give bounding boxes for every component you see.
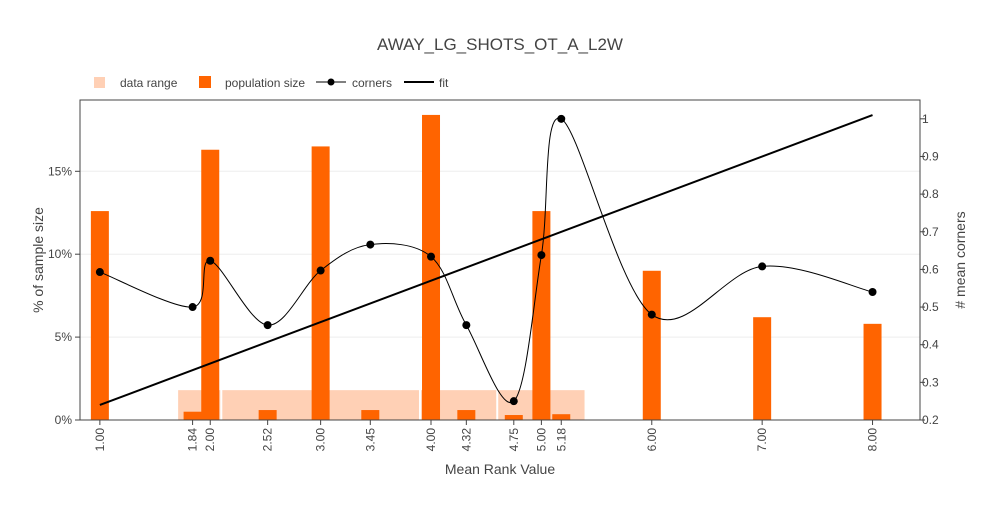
y2-axis-title: # mean corners [952, 211, 968, 308]
population-bar [201, 149, 220, 420]
corners-point [206, 256, 215, 265]
y2-tick-label: 0.4 [922, 338, 939, 352]
x-tick-label: 4.75 [507, 428, 521, 452]
corners-point [188, 303, 197, 312]
corners-point [366, 240, 375, 249]
x-tick-label: 7.00 [755, 428, 769, 452]
corners-point [462, 321, 471, 330]
corners-point [427, 252, 436, 261]
corners-point [263, 321, 272, 330]
population-bar [422, 114, 441, 421]
legend: data range population size corners fit [94, 76, 449, 90]
x-tick-label: 1.84 [186, 428, 200, 452]
population-bar [552, 414, 571, 420]
population-bar [183, 411, 202, 420]
legend-data-range-label: data range [120, 76, 178, 90]
population-bar [532, 211, 551, 420]
x-tick-label: 5.00 [534, 428, 548, 452]
x-tick-label: 3.00 [314, 428, 328, 452]
y-tick-label: 15% [48, 164, 72, 178]
population-bar [361, 410, 380, 420]
y2-tick-label: 0.5 [922, 300, 939, 314]
y2-tick-label: 0.3 [922, 375, 939, 389]
x-axis-title: Mean Rank Value [445, 461, 555, 477]
fit-line [99, 114, 873, 406]
plot-frame [79, 99, 921, 421]
legend-population-size-label: population size [225, 76, 305, 90]
y2-tick-label: 0.7 [922, 225, 939, 239]
population-bar [642, 270, 661, 420]
x-tick-label: 2.52 [261, 428, 275, 452]
x-tick-label: 3.45 [363, 428, 377, 452]
y-axis-title: % of sample size [30, 207, 46, 313]
x-tick-label: 5.18 [554, 428, 568, 452]
x-tick-label: 2.00 [203, 428, 217, 452]
legend-corners-marker [327, 78, 335, 86]
x-tick-label: 8.00 [866, 428, 880, 452]
y2-tick-label: 0.8 [922, 187, 939, 201]
legend-population-size-swatch [199, 76, 211, 88]
corners-point [647, 310, 656, 319]
x-tick-label: 6.00 [645, 428, 659, 452]
corners-point [95, 268, 104, 277]
corners-point [509, 397, 518, 406]
legend-data-range-swatch [94, 77, 105, 88]
y2-tick-label: 0.9 [922, 149, 939, 163]
x-tick-label: 4.00 [424, 428, 438, 452]
chart-title: AWAY_LG_SHOTS_OT_A_L2W [377, 35, 623, 54]
y2-tick-label: 1 [922, 112, 929, 126]
corners-point [868, 288, 877, 296]
population-bar [457, 410, 476, 420]
population-bar [504, 415, 523, 420]
corners-point [758, 262, 767, 271]
population-bar [311, 146, 330, 420]
population-bar [753, 317, 772, 420]
population-bar [90, 211, 109, 420]
population-bar [863, 323, 882, 420]
x-tick-label: 4.32 [459, 428, 473, 452]
y-tick-label: 0% [55, 413, 73, 427]
legend-corners-label: corners [352, 76, 392, 90]
y-tick-label: 5% [55, 330, 73, 344]
y2-tick-label: 0.2 [922, 413, 939, 427]
population-bar [258, 410, 277, 420]
legend-fit-label: fit [439, 76, 449, 90]
x-tick-label: 1.00 [93, 428, 107, 452]
corners-point [316, 266, 325, 275]
corners-point [557, 114, 566, 123]
y2-tick-label: 0.6 [922, 262, 939, 276]
y-tick-label: 10% [48, 247, 72, 261]
corners-point [537, 251, 546, 260]
